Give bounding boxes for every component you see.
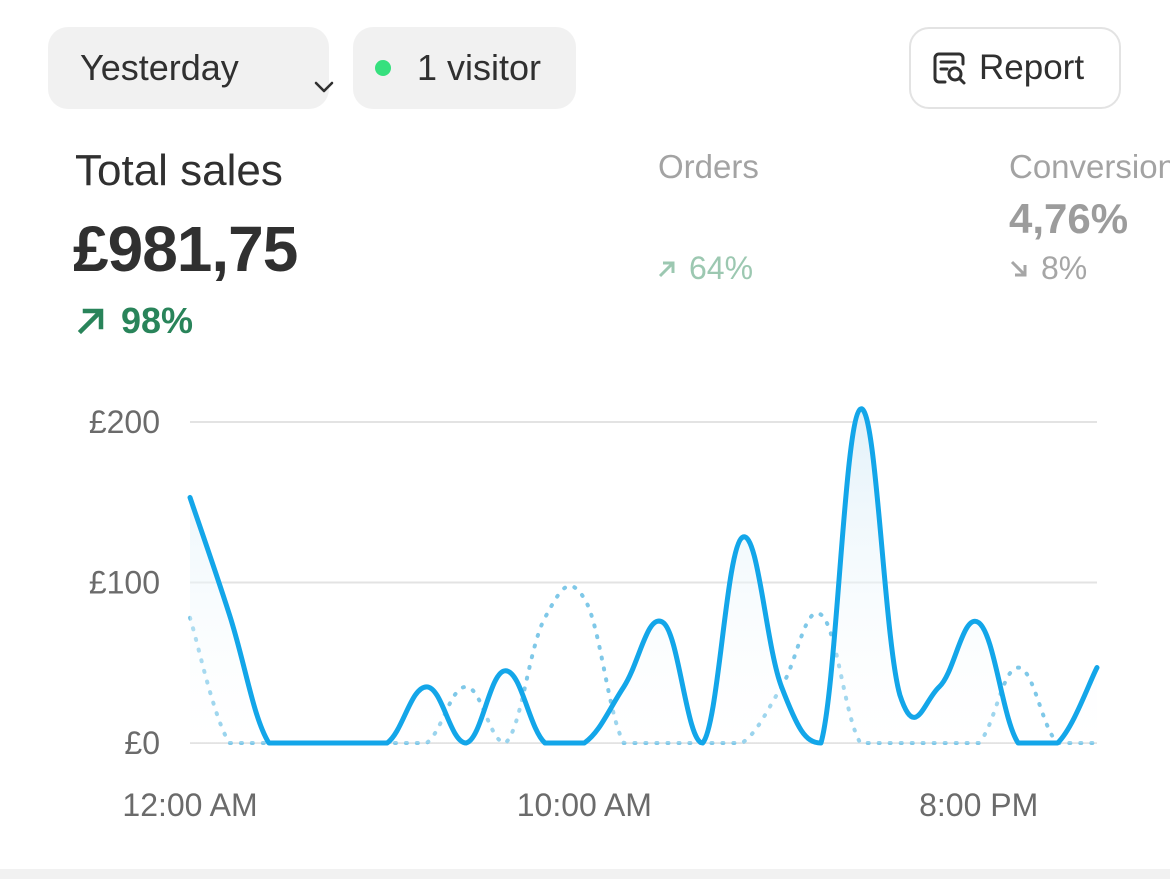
arrow-up-right-icon (77, 308, 104, 335)
total-sales-change: 98% (75, 300, 193, 342)
sales-series-line (187, 406, 1100, 746)
conversion-change-value: 8% (1041, 250, 1088, 286)
visitors-label: 1 visitor (417, 47, 542, 88)
report-label: Report (979, 48, 1085, 87)
orders-change-value: 64% (689, 250, 754, 286)
x-tick-label: 8:00 PM (919, 787, 1038, 823)
live-visitors-badge[interactable]: 1 visitor (353, 27, 576, 109)
date-range-selector[interactable]: Yesterday (48, 27, 334, 109)
conversion-change: 8% (1009, 250, 1087, 287)
sales-line-chart: £0 £100 £200 12:00 AM 10:00 AM 8:00 PM (89, 404, 1100, 823)
total-sales-value: £981,75 (73, 213, 298, 285)
bottom-divider (0, 869, 1170, 879)
total-sales-change-value: 98% (121, 300, 194, 341)
arrow-up-right-icon (658, 261, 675, 277)
y-tick-label: £100 (89, 565, 160, 601)
date-range-label: Yesterday (80, 47, 239, 88)
conversion-value: 4,76% (1009, 195, 1129, 242)
report-button[interactable]: Report (909, 27, 1121, 109)
orders-title[interactable]: Orders (658, 148, 759, 185)
x-tick-label: 10:00 AM (517, 787, 652, 823)
x-tick-label: 12:00 AM (122, 787, 257, 823)
conversion-title[interactable]: Conversion rate (1009, 148, 1170, 185)
online-status-dot (375, 60, 391, 76)
report-search-icon (931, 50, 967, 86)
total-sales-title[interactable]: Total sales (75, 146, 283, 195)
y-tick-label: £200 (89, 404, 160, 440)
orders-change: 64% (657, 250, 753, 287)
sales-series-area (190, 408, 1097, 743)
y-tick-label: £0 (124, 725, 160, 761)
arrow-down-right-icon (1010, 260, 1027, 276)
chevron-down-icon (314, 61, 334, 103)
